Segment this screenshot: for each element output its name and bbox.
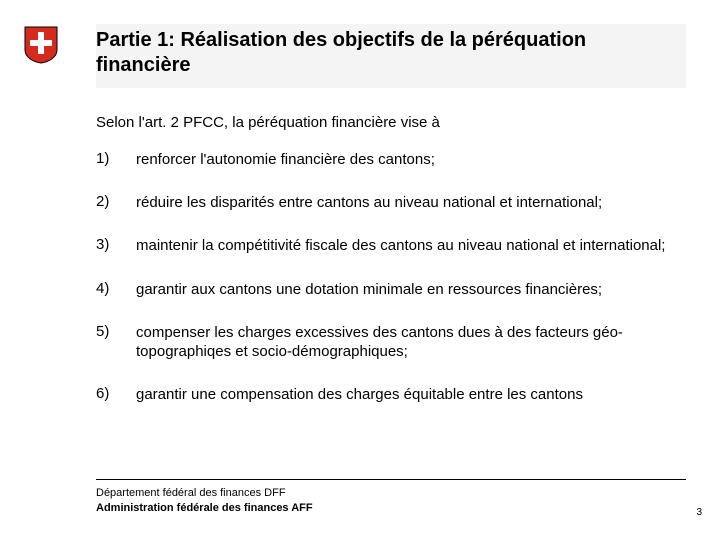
- title-block: Partie 1: Réalisation des objectifs de l…: [96, 24, 686, 88]
- item-number: 1): [96, 150, 136, 167]
- list-item: 4) garantir aux cantons une dotation min…: [96, 280, 686, 299]
- list-item: 2) réduire les disparités entre cantons …: [96, 193, 686, 212]
- swiss-shield-icon: [24, 26, 58, 69]
- slide-title: Partie 1: Réalisation des objectifs de l…: [96, 28, 686, 78]
- item-number: 3): [96, 236, 136, 253]
- item-number: 2): [96, 193, 136, 210]
- item-text: maintenir la compétitivité fiscale des c…: [136, 236, 686, 255]
- list-item: 6) garantir une compensation des charges…: [96, 385, 686, 404]
- footer-department: Département fédéral des finances DFF: [96, 486, 686, 501]
- item-number: 6): [96, 385, 136, 402]
- item-text: renforcer l'autonomie financière des can…: [136, 150, 686, 169]
- objectives-list: 1) renforcer l'autonomie financière des …: [96, 150, 686, 428]
- item-text: garantir une compensation des charges éq…: [136, 385, 686, 404]
- footer: Département fédéral des finances DFF Adm…: [96, 479, 686, 516]
- item-text: réduire les disparités entre cantons au …: [136, 193, 686, 212]
- intro-text: Selon l'art. 2 PFCC, la péréquation fina…: [96, 114, 686, 131]
- list-item: 5) compenser les charges excessives des …: [96, 323, 686, 361]
- item-number: 5): [96, 323, 136, 340]
- page-number: 3: [696, 507, 702, 518]
- footer-administration: Administration fédérale des finances AFF: [96, 501, 686, 516]
- list-item: 3) maintenir la compétitivité fiscale de…: [96, 236, 686, 255]
- item-number: 4): [96, 280, 136, 297]
- slide-page: Partie 1: Réalisation des objectifs de l…: [0, 0, 720, 540]
- item-text: garantir aux cantons une dotation minima…: [136, 280, 686, 299]
- item-text: compenser les charges excessives des can…: [136, 323, 686, 361]
- list-item: 1) renforcer l'autonomie financière des …: [96, 150, 686, 169]
